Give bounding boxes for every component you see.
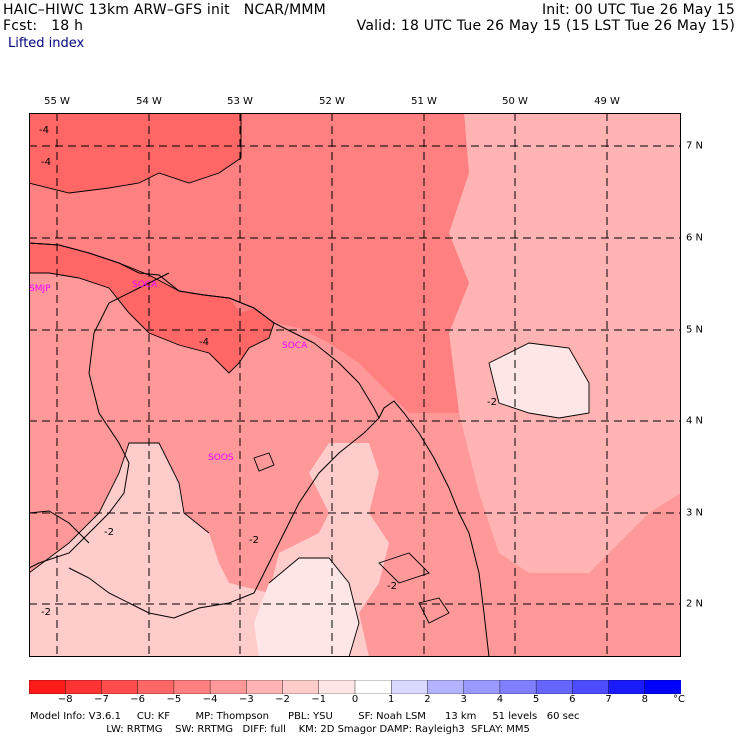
lat-label-7n: 7 N [686, 140, 704, 152]
colorbar-tick-label: 8 [641, 694, 648, 705]
colorbar-tick-label: 1 [388, 694, 395, 705]
map-frame [29, 113, 681, 657]
colorbar-unit: °C [673, 694, 685, 705]
colorbar-tick-label: −2 [275, 694, 290, 705]
contour-label: -2 [104, 527, 114, 538]
colorbar-segment [246, 680, 284, 694]
colorbar-segment [608, 680, 646, 694]
colorbar-segment [644, 680, 681, 694]
contour-label: -4 [41, 157, 51, 168]
contour-lines [29, 113, 590, 657]
colorbar-tick-label: −4 [202, 694, 218, 705]
model-title: HAIC–HIWC 13km ARW–GFS init NCAR/MMM [3, 2, 326, 18]
colorbar-segment [29, 680, 66, 694]
colorbar-tick-label: 0 [351, 694, 359, 705]
colorbar-segment [535, 680, 574, 694]
colorbar-segment [572, 680, 610, 694]
colorbar-segment [354, 680, 392, 694]
lon-label-54w: 54 W [136, 96, 162, 107]
colorbar-segment [209, 680, 248, 694]
field-east-light [449, 113, 681, 573]
lon-label-55w: 55 W [44, 96, 70, 107]
lat-label-2n: 2 N [686, 598, 704, 610]
lat-label-3n: 3 N [686, 507, 704, 519]
contour-label: -2 [249, 535, 259, 546]
colorbar-segment [391, 680, 429, 694]
colorbar-segment [427, 680, 465, 694]
colorbar-tick-label: −3 [238, 694, 254, 705]
station-label-soca-2: SOCA [282, 341, 308, 351]
colorbar-tick-label: 4 [496, 694, 504, 705]
lon-label-53w: 53 W [227, 96, 253, 107]
lon-label-50w: 50 W [502, 96, 528, 107]
colorbar [29, 680, 681, 694]
model-info-line2: LW: RRTMG SW: RRTMG DIFF: full KM: 2D Sm… [30, 724, 530, 735]
colorbar-segment [173, 680, 211, 694]
lon-label-49w: 49 W [594, 96, 620, 107]
station-label-smjp: SMJP [29, 284, 51, 294]
lifted-index-map: -4 -4 -4 -2 -2 -2 -2 -2 [29, 113, 681, 657]
model-info-line1: Model Info: V3.6.1 CU: KF MP: Thompson P… [30, 711, 580, 722]
colorbar-tick-label: −6 [130, 694, 146, 705]
contour-label: -2 [41, 607, 51, 618]
colorbar-segment [137, 680, 175, 694]
field-name: Lifted index [8, 36, 85, 51]
lat-label-6n: 6 N [686, 232, 704, 244]
colorbar-tick-label: 7 [605, 694, 612, 705]
colorbar-tick-label: −5 [166, 694, 182, 705]
lat-lon-grid [29, 113, 681, 657]
colorbar-segment [65, 680, 103, 694]
colorbar-tick-label: −7 [94, 694, 109, 705]
lon-label-52w: 52 W [319, 96, 345, 107]
field-coast-strong [29, 243, 274, 373]
lat-label-4n: 4 N [686, 415, 704, 427]
forecast-hour: Fcst: 18 h [3, 18, 84, 34]
station-label-soos: SOOS [208, 453, 234, 463]
contour-label: -2 [487, 397, 497, 408]
init-time: Init: 00 UTC Tue 26 May 15 [541, 2, 735, 18]
colorbar-tick-label: 6 [569, 694, 576, 705]
colorbar-tick-label: 3 [460, 694, 467, 705]
station-label-soca-1: SOCA [132, 280, 158, 290]
colorbar-segment [101, 680, 139, 694]
lat-label-5n: 5 N [686, 324, 704, 336]
field-northwest-strong [29, 113, 241, 193]
colorbar-segment [282, 680, 320, 694]
colorbar-segment [463, 680, 501, 694]
colorbar-tick-label: 5 [532, 694, 540, 705]
field-band-medium [29, 158, 241, 313]
field-south-lightest [254, 558, 359, 657]
coastline-and-borders [29, 242, 490, 657]
colorbar-tick-label: 2 [424, 694, 431, 705]
field-center-medium [241, 113, 469, 413]
colorbar-segment [499, 680, 537, 694]
colorbar-tick-label: −1 [311, 694, 327, 705]
contour-label: -4 [199, 337, 209, 348]
colorbar-tick-label: −8 [57, 694, 73, 705]
valid-time: Valid: 18 UTC Tue 26 May 15 (15 LST Tue … [356, 18, 735, 34]
lon-label-51w: 51 W [411, 96, 437, 107]
contour-label: -4 [39, 125, 49, 136]
field-east-patch [489, 343, 589, 418]
contour-label: -2 [387, 581, 397, 592]
colorbar-segment [318, 680, 356, 694]
